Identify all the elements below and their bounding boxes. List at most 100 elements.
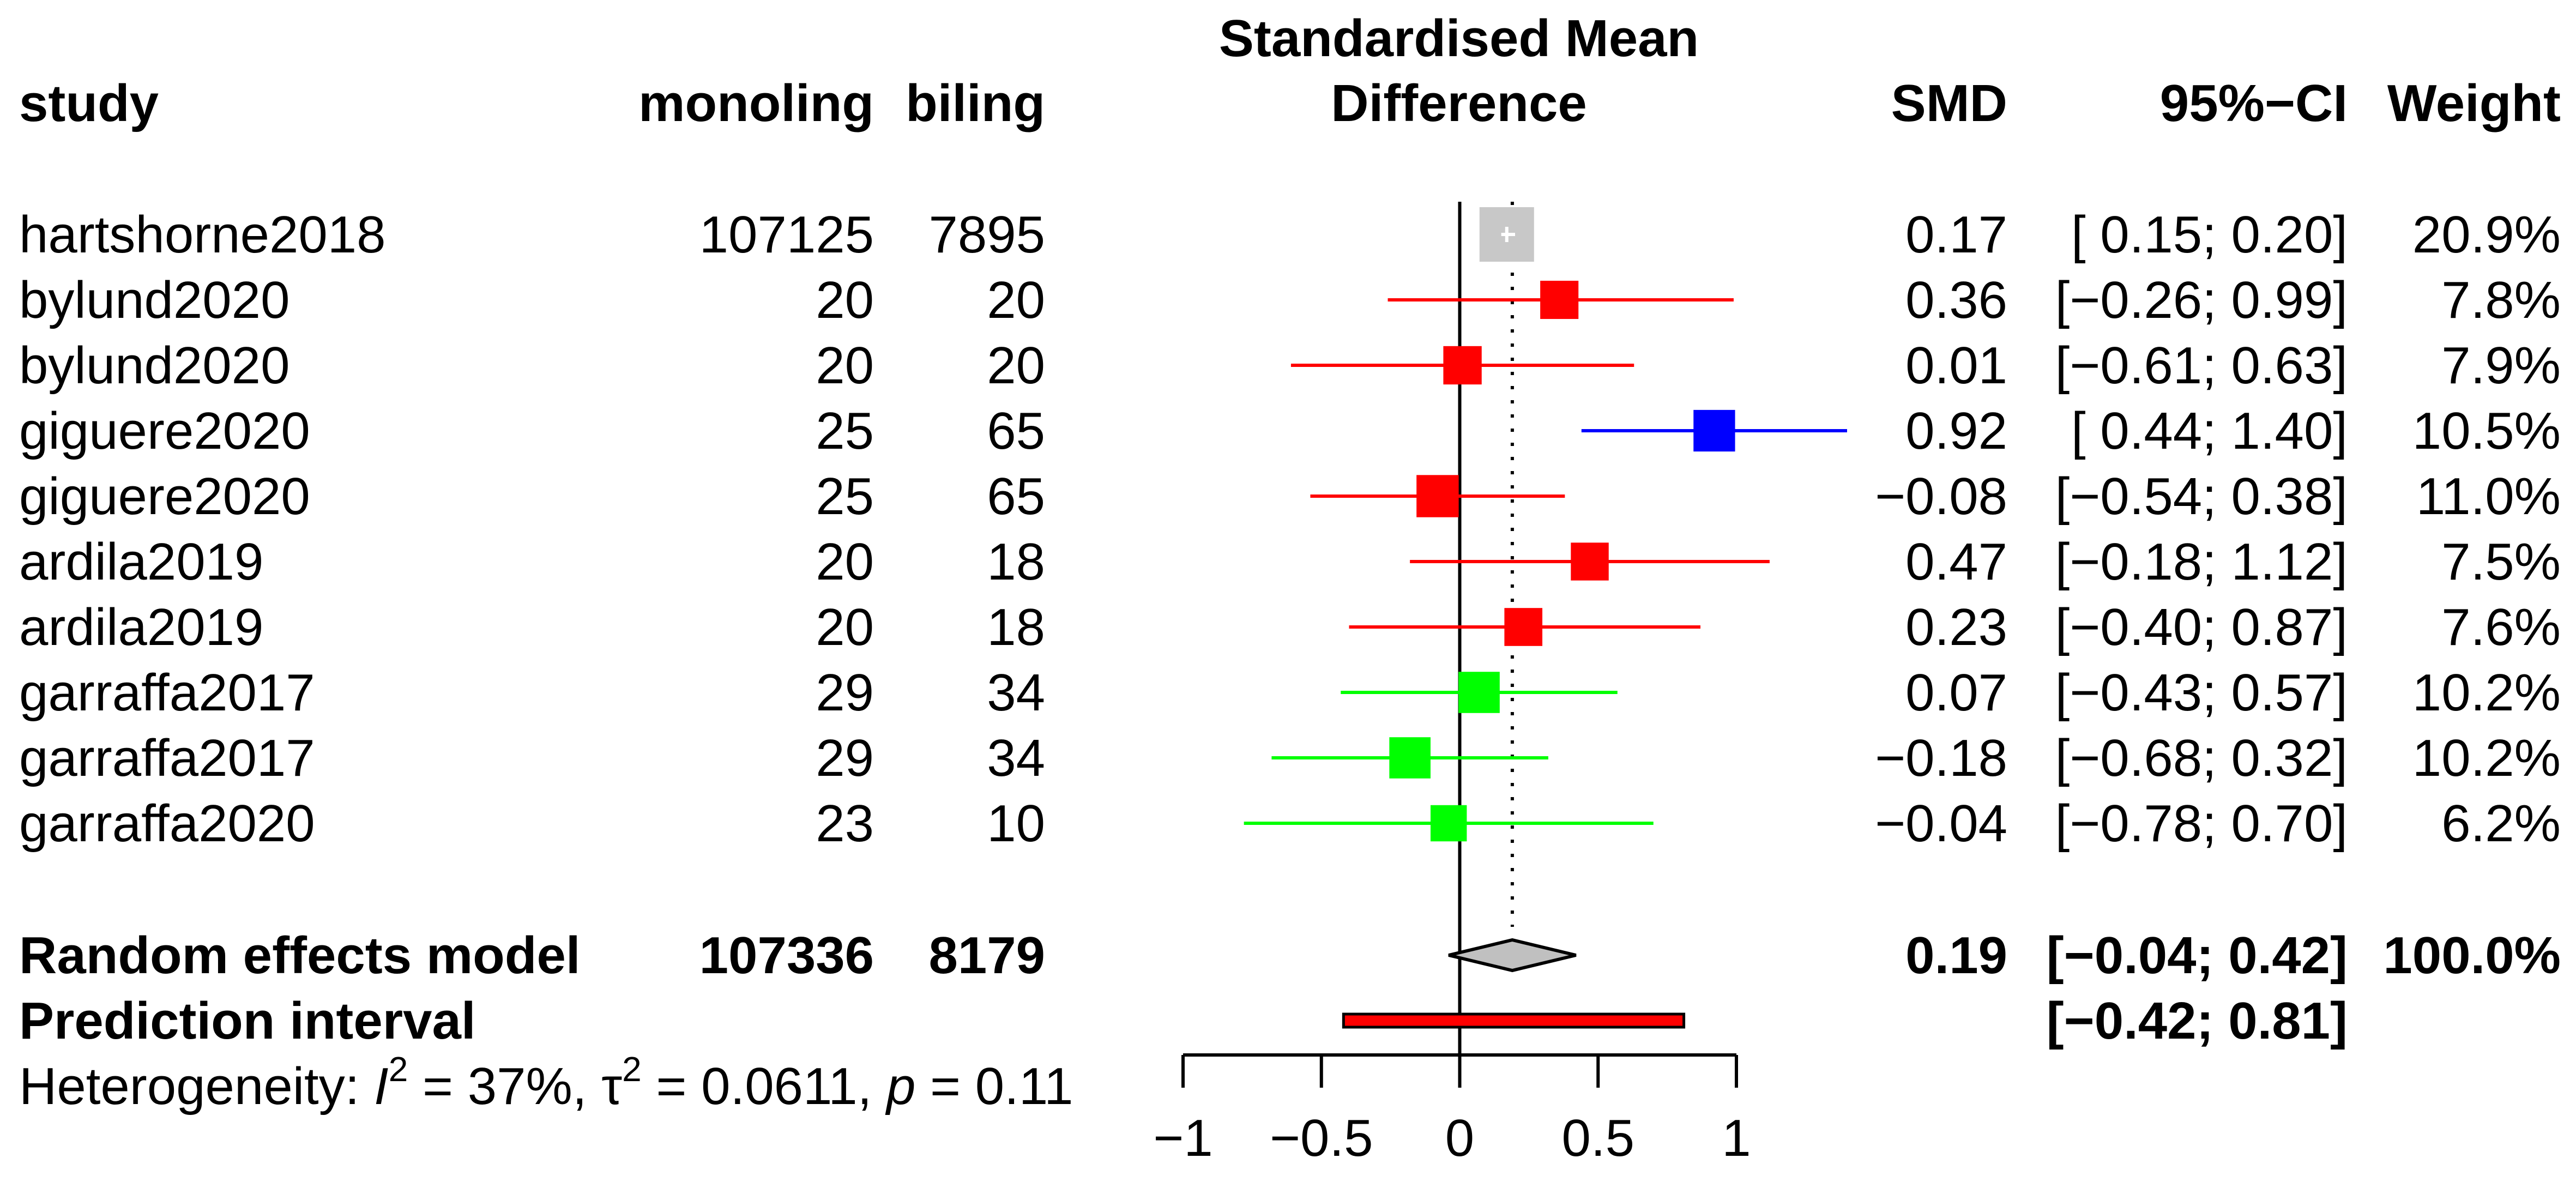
n-biling: 18	[987, 533, 1045, 591]
table-row: giguere2020 25 65 −0.08 [−0.54; 0.38] 11.0%	[19, 467, 2561, 526]
weight-value: 10.2%	[2412, 664, 2561, 722]
smd-value: 0.01	[1905, 336, 2007, 395]
header-ci: 95%−CI	[2160, 74, 2348, 132]
prediction-interval-bar	[1342, 1012, 1686, 1029]
header-biling: biling	[906, 74, 1045, 132]
effect-square	[1443, 346, 1482, 385]
weight-value: 7.6%	[2441, 598, 2561, 656]
table-row: hartshorne2018 107125 7895 0.17 [ 0.15; 0.20…	[19, 206, 2561, 264]
x-tick-label: 1	[1722, 1109, 1751, 1167]
smd-value: 0.92	[1905, 402, 2007, 460]
n-monoling: 25	[816, 402, 874, 460]
ci-value: [−0.54; 0.38]	[2055, 467, 2348, 526]
ci-value: [ 0.15; 0.20]	[2071, 206, 2348, 264]
n-biling: 34	[987, 664, 1045, 722]
header-weight: Weight	[2387, 74, 2561, 132]
ci-value: [−0.26; 0.99]	[2055, 271, 2348, 329]
study-name: bylund2020	[19, 336, 289, 395]
effect-square	[1458, 672, 1500, 713]
study-table: hartshorne2018 107125 7895 0.17 [ 0.15; 0.20…	[19, 206, 2561, 853]
random-effects-n2: 8179	[928, 926, 1045, 985]
study-name: garraffa2017	[19, 729, 315, 787]
summary-marks	[1342, 938, 1686, 1029]
n-monoling: 107125	[699, 206, 874, 264]
plot-title-line2: Difference	[1331, 74, 1587, 132]
n-monoling: 20	[816, 533, 874, 591]
study-name: garraffa2017	[19, 664, 315, 722]
table-row: garraffa2017 29 34 −0.18 [−0.68; 0.32] 10.2%	[19, 729, 2561, 787]
weight-value: 10.2%	[2412, 729, 2561, 787]
smd-value: −0.18	[1875, 729, 2007, 787]
summary-diamond	[1448, 938, 1577, 973]
n-biling: 10	[987, 794, 1045, 853]
n-biling: 65	[987, 402, 1045, 460]
n-biling: 34	[987, 729, 1045, 787]
study-name: hartshorne2018	[19, 206, 386, 264]
x-tick-label: −0.5	[1270, 1109, 1373, 1167]
table-row: garraffa2017 29 34 0.07 [−0.43; 0.57] 10.2%	[19, 664, 2561, 722]
smd-value: 0.36	[1905, 271, 2007, 329]
n-biling: 65	[987, 467, 1045, 526]
ci-value: [−0.43; 0.57]	[2055, 664, 2348, 722]
ci-value: [−0.68; 0.32]	[2055, 729, 2348, 787]
header-smd: SMD	[1891, 74, 2007, 132]
header-monoling: monoling	[638, 74, 874, 132]
table-row: giguere2020 25 65 0.92 [ 0.44; 1.40] 10.5%	[19, 402, 2561, 460]
weight-value: 7.5%	[2441, 533, 2561, 591]
x-tick-label: −1	[1153, 1109, 1212, 1167]
x-axis: −1 −0.5 0 0.5 1	[1153, 1053, 1751, 1167]
weight-value: 7.8%	[2441, 271, 2561, 329]
effect-square	[1693, 409, 1735, 452]
weight-value: 6.2%	[2441, 794, 2561, 853]
weight-value: 11.0%	[2416, 467, 2561, 526]
ci-value: [ 0.44; 1.40]	[2071, 402, 2348, 460]
study-name: giguere2020	[19, 402, 310, 460]
smd-value: 0.17	[1905, 206, 2007, 264]
smd-value: 0.47	[1905, 533, 2007, 591]
weight-value: 20.9%	[2412, 206, 2561, 264]
random-effects-label: Random effects model	[19, 926, 581, 985]
study-name: ardila2019	[19, 533, 263, 591]
smd-value: 0.23	[1905, 598, 2007, 656]
study-name: ardila2019	[19, 598, 263, 656]
random-effects-smd: 0.19	[1905, 926, 2007, 985]
x-tick-label: 0.5	[1562, 1109, 1634, 1167]
header-study: study	[19, 74, 159, 132]
study-name: giguere2020	[19, 467, 310, 526]
effect-square	[1416, 475, 1459, 517]
table-row: bylund2020 20 20 0.01 [−0.61; 0.63] 7.9%	[19, 336, 2561, 395]
weight-value: 7.9%	[2441, 336, 2561, 395]
n-monoling: 25	[816, 467, 874, 526]
effect-square	[1504, 608, 1543, 646]
table-row: ardila2019 20 18 0.23 [−0.40; 0.87] 7.6%	[19, 598, 2561, 656]
random-effects-n1: 107336	[699, 926, 874, 985]
prediction-interval-ci: [−0.42; 0.81]	[2047, 992, 2348, 1050]
ci-value: [−0.61; 0.63]	[2055, 336, 2348, 395]
smd-value: −0.04	[1875, 794, 2007, 853]
n-biling: 20	[987, 336, 1045, 395]
n-biling: 18	[987, 598, 1045, 656]
smd-value: 0.07	[1905, 664, 2007, 722]
ci-value: [−0.40; 0.87]	[2055, 598, 2348, 656]
random-effects-ci: [−0.04; 0.42]	[2047, 926, 2348, 985]
n-monoling: 29	[816, 664, 874, 722]
n-biling: 20	[987, 271, 1045, 329]
ci-value: [−0.18; 1.12]	[2055, 533, 2348, 591]
table-row: bylund2020 20 20 0.36 [−0.26; 0.99] 7.8%	[19, 271, 2561, 329]
effect-square	[1430, 805, 1467, 842]
study-name: garraffa2020	[19, 794, 315, 853]
table-row: ardila2019 20 18 0.47 [−0.18; 1.12] 7.5%	[19, 533, 2561, 591]
plot-title-line1: Standardised Mean	[1219, 9, 1699, 68]
heterogeneity-text: Heterogeneity: I2 = 37%, τ2 = 0.0611, p …	[19, 1050, 1073, 1115]
random-effects-weight: 100.0%	[2383, 926, 2561, 985]
n-monoling: 20	[816, 598, 874, 656]
n-monoling: 20	[816, 271, 874, 329]
study-name: bylund2020	[19, 271, 289, 329]
weight-value: 10.5%	[2412, 402, 2561, 460]
effect-square	[1540, 280, 1579, 319]
effect-square	[1389, 737, 1431, 779]
n-monoling: 29	[816, 729, 874, 787]
n-monoling: 20	[816, 336, 874, 395]
n-biling: 7895	[928, 206, 1045, 264]
